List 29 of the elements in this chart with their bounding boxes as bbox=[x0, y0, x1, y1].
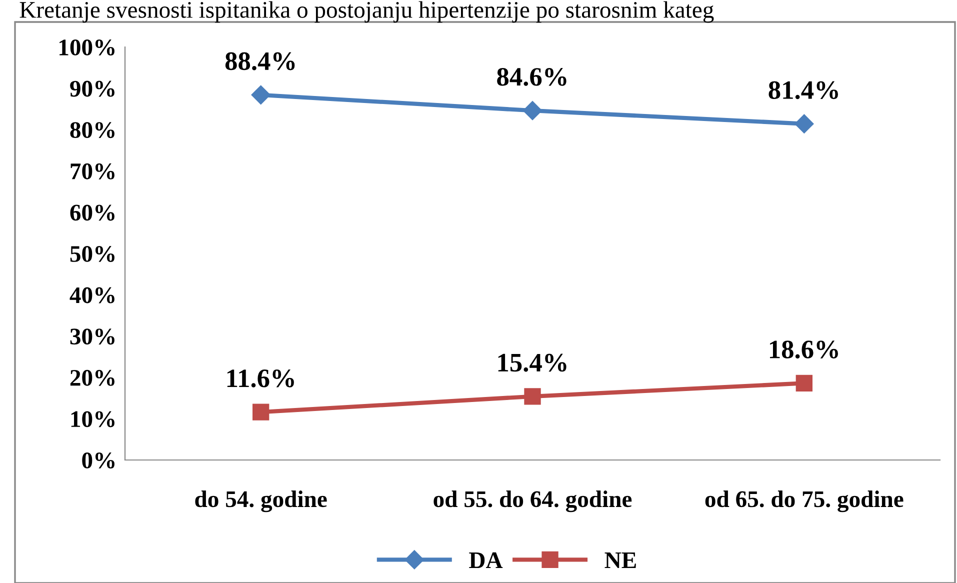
text: 84.6% bbox=[497, 68, 566, 86]
point bbox=[524, 388, 541, 405]
point bbox=[794, 114, 814, 134]
point bbox=[796, 374, 812, 392]
chart-title: Kretanje svesnosti ispitanika o postojanju hipertenzije po starosnim kateg bbox=[20, 1, 714, 23]
y-tick-label: 0% bbox=[82, 452, 114, 468]
text: 88.4% bbox=[225, 52, 295, 70]
x-tick-label: do 54. godine bbox=[195, 490, 327, 512]
text: 15.4% bbox=[498, 354, 566, 372]
y-tick-label: 20% bbox=[70, 370, 114, 386]
y-tick-label: 40% bbox=[70, 287, 114, 304]
x-tick-label: od 65. do 75. godine bbox=[705, 490, 904, 512]
y-tick-label: 100% bbox=[60, 39, 114, 56]
y-tick-label: 10% bbox=[71, 411, 114, 428]
x-tick-label: od 55. do 64. godine bbox=[434, 490, 632, 512]
point bbox=[251, 85, 270, 104]
text: 81.4% bbox=[768, 81, 838, 100]
y-tick-label: 80% bbox=[70, 122, 114, 138]
y-tick-label: 70% bbox=[70, 163, 114, 180]
y-tick-label: 30% bbox=[70, 328, 114, 345]
y-tick-label: 90% bbox=[70, 80, 114, 97]
text: 18.6% bbox=[770, 340, 838, 358]
point bbox=[522, 101, 542, 120]
text: 11.6% bbox=[227, 369, 294, 388]
point bbox=[252, 404, 270, 420]
y-tick-label: 60% bbox=[70, 204, 114, 221]
y-tick-label: 50% bbox=[70, 246, 114, 262]
legend-label: NE bbox=[604, 552, 636, 568]
legend-label: DA bbox=[469, 552, 503, 568]
